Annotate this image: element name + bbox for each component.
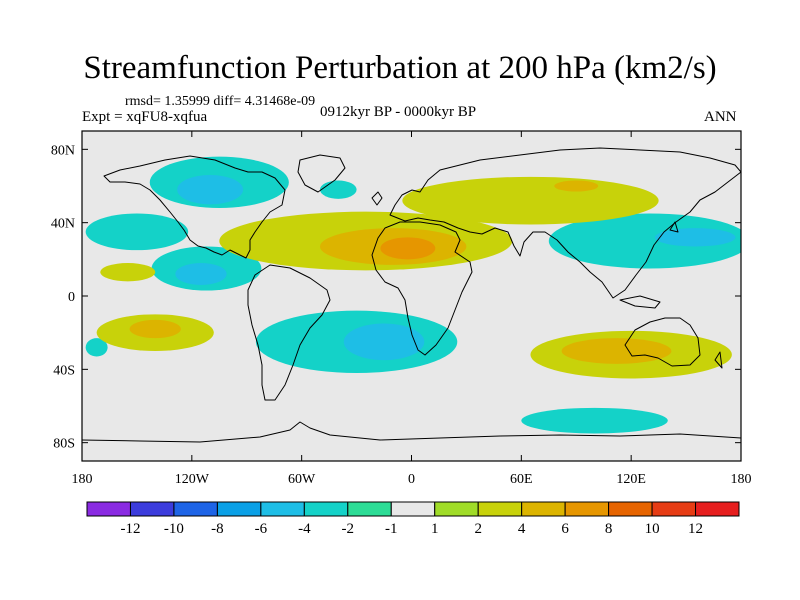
- x-tick-label: 120E: [616, 472, 646, 487]
- y-axis: 80N 40N 0 40S 80S: [51, 143, 741, 452]
- coastline-greenland: [297, 154, 346, 193]
- colorbar-box: [608, 501, 653, 517]
- x-tick-label: 0: [408, 472, 415, 487]
- colorbar-label: 1: [431, 521, 439, 537]
- colorbar: -12 -10 -8 -6 -4 -2 -1 1 2 4 6 8 10 12: [86, 501, 740, 537]
- experiment-label: Expt = xqFU8-xqfua: [82, 109, 208, 125]
- field-region-negative-8: [548, 213, 741, 269]
- colorbar-label: 10: [645, 521, 660, 537]
- colorbar-label: -12: [120, 521, 140, 537]
- colorbar-box: [86, 501, 131, 517]
- colorbar-label: -6: [255, 521, 268, 537]
- coastline-islands: [371, 191, 723, 369]
- y-tick-label: 40S: [53, 363, 75, 378]
- coastline-north-america: [103, 155, 286, 259]
- colorbar-box: [129, 501, 175, 517]
- colorbar-box: [390, 501, 436, 517]
- y-tick-label: 80S: [53, 437, 75, 452]
- coastline-south-america: [247, 264, 331, 401]
- field-region-positive-18: [129, 319, 181, 339]
- colorbar-label: -10: [164, 521, 184, 537]
- colorbar-box: [651, 501, 697, 517]
- field-region-positive-15: [402, 176, 659, 225]
- colorbar-box: [695, 501, 740, 517]
- field-region-positive-19: [100, 263, 156, 282]
- x-tick-label: 120W: [175, 472, 210, 487]
- field-region-negative-10: [521, 407, 668, 434]
- colorbar-label: -2: [342, 521, 355, 537]
- field-region-negative-1: [177, 175, 244, 205]
- field-region-negative-9: [654, 228, 736, 247]
- field-layer: [85, 156, 741, 434]
- period-label: 0912kyr BP - 0000kyr BP: [320, 104, 477, 120]
- field-region-negative-7: [343, 323, 425, 361]
- colorbar-box: [477, 501, 523, 517]
- colorbar-box: [303, 501, 349, 517]
- x-tick-label: 180: [72, 472, 93, 487]
- field-region-positive-14: [380, 237, 436, 260]
- colorbar-box: [347, 501, 392, 517]
- field-region-negative-11: [85, 338, 108, 357]
- stats-text: rmsd= 1.35999 diff= 4.31468e-09: [125, 94, 316, 109]
- field-region-negative-5: [175, 263, 227, 285]
- colorbar-label: -4: [298, 521, 311, 537]
- colorbar-box: [434, 501, 479, 517]
- x-tick-label: 60E: [510, 472, 533, 487]
- field-region-negative-2: [319, 180, 357, 199]
- colorbar-label: 2: [474, 521, 482, 537]
- coastlines: [82, 147, 741, 443]
- colorbar-label: -1: [385, 521, 398, 537]
- x-tick-label: 180: [731, 472, 752, 487]
- colorbar-box: [521, 501, 566, 517]
- coastline-africa: [371, 221, 473, 356]
- coastline-antarctica: [82, 421, 741, 443]
- x-tick-label: 60W: [288, 472, 316, 487]
- plot-title: Streamfunction Perturbation at 200 hPa (…: [83, 50, 717, 86]
- season-label: ANN: [704, 109, 737, 125]
- colorbar-label: -8: [211, 521, 224, 537]
- field-region-positive-16: [554, 180, 599, 192]
- y-tick-label: 80N: [51, 143, 75, 158]
- y-tick-label: 0: [68, 290, 75, 305]
- colorbar-box: [564, 501, 610, 517]
- colorbar-label: 12: [688, 521, 703, 537]
- x-axis: 180 120W 60W 0 60E 120E 180: [72, 131, 752, 487]
- colorbar-box: [260, 501, 305, 517]
- field-region-negative-3: [85, 213, 189, 251]
- colorbar-label: 4: [518, 521, 526, 537]
- colorbar-label: 8: [605, 521, 613, 537]
- coastline-eurasia: [389, 147, 741, 299]
- colorbar-box: [216, 501, 262, 517]
- colorbar-box: [173, 501, 218, 517]
- coastline-australia: [624, 317, 701, 367]
- field-region-positive-21: [561, 338, 672, 364]
- y-tick-label: 40N: [51, 217, 75, 232]
- colorbar-label: 6: [561, 521, 569, 537]
